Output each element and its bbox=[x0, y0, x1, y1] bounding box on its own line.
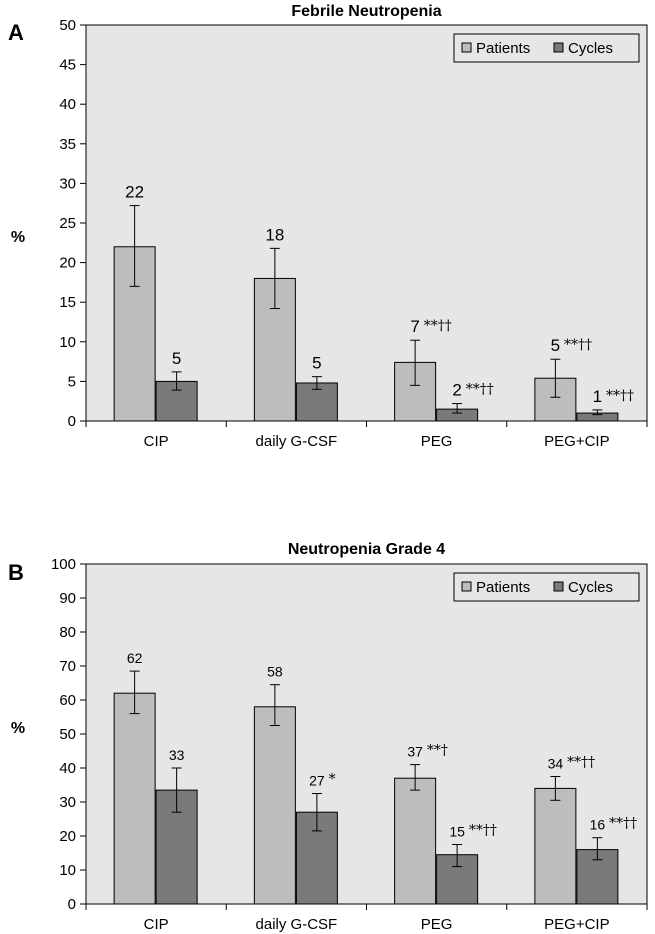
x-tick-label: PEG+CIP bbox=[544, 433, 609, 450]
panel-letter: B bbox=[8, 560, 24, 585]
chart-panel-b: B Neutropenia Grade 4 0 10 20 30 40 50 60 70 80 90 1… bbox=[8, 541, 648, 933]
x-tick-label: daily G-CSF bbox=[256, 916, 338, 933]
y-tick-label: 70 bbox=[59, 658, 76, 675]
bar-patients-3 bbox=[534, 787, 577, 905]
data-label: 34 bbox=[548, 756, 564, 772]
legend: Patients Cycles bbox=[453, 33, 640, 63]
data-label: 58 bbox=[267, 664, 283, 680]
data-label: 37 bbox=[407, 744, 423, 760]
x-tick-label: daily G-CSF bbox=[256, 433, 338, 450]
data-label: 27 bbox=[309, 773, 325, 789]
bar-patients-2 bbox=[394, 777, 437, 905]
x-tick-label: CIP bbox=[144, 433, 169, 450]
y-tick-label: 25 bbox=[59, 215, 76, 232]
y-tick-label: 90 bbox=[59, 590, 76, 607]
data-label: 18 bbox=[265, 225, 284, 244]
panel-letter: A bbox=[8, 20, 24, 45]
x-tick-label: PEG bbox=[421, 916, 453, 933]
significance-annotation: **†† bbox=[567, 755, 595, 771]
data-label: 33 bbox=[169, 747, 185, 763]
y-tick-label: 100 bbox=[51, 556, 76, 573]
data-label: 2 bbox=[452, 381, 461, 400]
significance-annotation: **†† bbox=[606, 388, 634, 404]
legend-box bbox=[453, 33, 640, 63]
significance-annotation: **† bbox=[427, 743, 448, 759]
legend-swatch-patients bbox=[461, 42, 472, 53]
data-label: 5 bbox=[312, 354, 321, 373]
bar-patients-0 bbox=[113, 692, 156, 905]
y-tick-label: 20 bbox=[59, 828, 76, 845]
y-tick-label: 0 bbox=[68, 413, 76, 430]
data-label: 5 bbox=[551, 336, 560, 355]
y-tick-label: 40 bbox=[59, 760, 76, 777]
y-tick-label: 50 bbox=[59, 726, 76, 743]
legend-box bbox=[453, 572, 640, 602]
y-tick-label: 50 bbox=[59, 17, 76, 34]
y-tick-label: 5 bbox=[68, 373, 76, 390]
data-label: 7 bbox=[410, 317, 419, 336]
legend-swatch-patients bbox=[461, 581, 472, 592]
y-tick-label: 20 bbox=[59, 255, 76, 272]
y-axis-label: % bbox=[11, 720, 25, 737]
legend: Patients Cycles bbox=[453, 572, 640, 602]
data-label: 15 bbox=[449, 824, 465, 840]
y-tick-label: 0 bbox=[68, 896, 76, 913]
significance-annotation: **†† bbox=[609, 816, 637, 832]
y-tick-label: 35 bbox=[59, 136, 76, 153]
significance-annotation: **†† bbox=[424, 318, 452, 334]
x-tick-label: CIP bbox=[144, 916, 169, 933]
plot-area bbox=[85, 24, 648, 422]
y-tick-label: 30 bbox=[59, 794, 76, 811]
bar-patients-1 bbox=[253, 706, 296, 905]
y-tick-label: 10 bbox=[59, 334, 76, 351]
data-label: 1 bbox=[593, 387, 602, 406]
data-label: 5 bbox=[172, 349, 181, 368]
y-tick-label: 40 bbox=[59, 96, 76, 113]
data-label: 16 bbox=[590, 817, 606, 833]
y-tick-label: 80 bbox=[59, 624, 76, 641]
x-tick-label: PEG+CIP bbox=[544, 916, 609, 933]
legend-label: Cycles bbox=[568, 579, 613, 596]
chart-title: Neutropenia Grade 4 bbox=[288, 541, 445, 558]
y-tick-label: 30 bbox=[59, 175, 76, 192]
bar-patients-0 bbox=[113, 246, 156, 422]
significance-annotation: **†† bbox=[469, 823, 497, 839]
legend-swatch-cycles bbox=[553, 42, 564, 53]
y-axis-label: % bbox=[11, 229, 25, 246]
data-label: 22 bbox=[125, 183, 144, 202]
data-label: 62 bbox=[127, 650, 143, 666]
legend-swatch-cycles bbox=[553, 581, 564, 592]
y-tick-label: 45 bbox=[59, 57, 76, 74]
legend-label: Patients bbox=[476, 40, 530, 57]
significance-annotation: * bbox=[329, 772, 336, 788]
x-tick-label: PEG bbox=[421, 433, 453, 450]
significance-annotation: **†† bbox=[564, 337, 592, 353]
significance-annotation: **†† bbox=[466, 382, 494, 398]
chart-title: Febrile Neutropenia bbox=[291, 3, 441, 20]
y-tick-label: 10 bbox=[59, 862, 76, 879]
legend-label: Cycles bbox=[568, 40, 613, 57]
legend-label: Patients bbox=[476, 579, 530, 596]
y-tick-label: 15 bbox=[59, 294, 76, 311]
y-tick-label: 60 bbox=[59, 692, 76, 709]
